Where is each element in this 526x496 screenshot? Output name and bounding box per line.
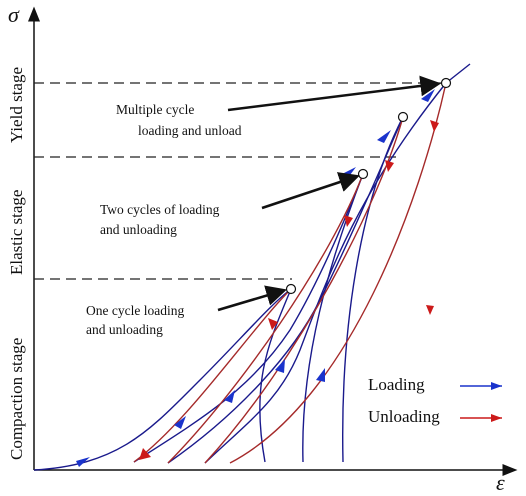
turning-point-marker [357, 168, 369, 180]
unloading-arrow [385, 160, 394, 172]
pointer-multiple-cycle [227, 75, 442, 112]
loading-arrow [224, 390, 235, 403]
unloading-tail-1 [259, 288, 292, 463]
legend-loading-label: Loading [368, 375, 425, 394]
yield-stage-label: Yield stage [7, 66, 26, 143]
unloading-tail-2 [302, 173, 364, 463]
envelope-curve [445, 63, 471, 84]
annotation-line: Two cycles of loading [100, 202, 220, 217]
turning-points [285, 77, 452, 295]
annotation-pointers [217, 75, 442, 312]
annotation-line: loading and unload [138, 123, 242, 138]
loading-curve-1 [33, 288, 292, 471]
turning-point-marker [440, 77, 452, 89]
unloading-arrow [430, 120, 439, 132]
loading-arrow [377, 130, 391, 143]
annotation-line: and unloading [100, 222, 177, 237]
unloading-curve-4 [229, 82, 447, 464]
annotation-line: and unloading [86, 322, 163, 337]
unloading-curves [133, 82, 447, 464]
unloading-arrow [139, 448, 151, 460]
unloading-curve-1 [133, 288, 292, 463]
compaction-stage-label: Compaction stage [7, 337, 26, 460]
legend-unloading-label: Unloading [368, 407, 440, 426]
annotation-line: Multiple cycle [116, 102, 195, 117]
reloading-curve-1 [133, 173, 364, 463]
loading-arrow [174, 416, 186, 429]
unloading-tail-3 [342, 116, 404, 463]
legend-loading-arrow [491, 382, 502, 390]
unloading-arrow [268, 318, 278, 330]
unloading-arrow [426, 305, 434, 315]
loading-arrow [275, 359, 285, 373]
loading-arrow [76, 457, 90, 467]
annotation-two-cycles: Two cycles of loading and unloading [100, 201, 219, 238]
pointer-one-cycle [217, 285, 287, 312]
unloading-curve-2 [167, 173, 364, 464]
annotation-line: One cycle loading [86, 303, 185, 318]
unloading-curve-3 [204, 116, 404, 464]
annotation-multiple-cycle: Multiple cycle loading and unload [116, 101, 241, 139]
x-axis-symbol: ε [496, 470, 505, 495]
reloading-curve-3 [204, 82, 447, 464]
elastic-stage-label: Elastic stage [7, 189, 26, 275]
reloading-curve-2 [167, 116, 404, 464]
turning-point-marker [285, 283, 297, 295]
unloading-arrow [344, 215, 353, 227]
annotation-one-cycle: One cycle loading and unloading [86, 302, 184, 338]
y-axis-symbol: σ [8, 2, 19, 27]
legend-unloading-arrow [491, 414, 502, 422]
turning-point-marker [397, 111, 409, 123]
pointer-two-cycles [261, 172, 360, 210]
loading-arrow [316, 368, 325, 382]
loading-curves [33, 63, 471, 471]
